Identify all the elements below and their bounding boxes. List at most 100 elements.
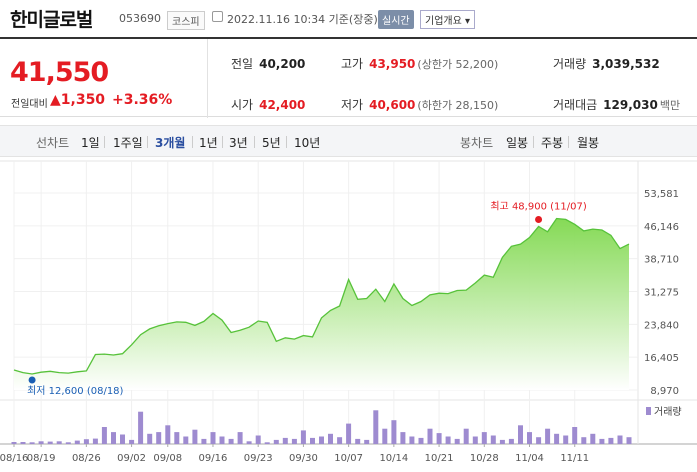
volume-bar (83, 439, 89, 444)
volume-bar (436, 433, 442, 444)
y-tick-label: 31,275 (644, 288, 679, 299)
volume-bar (518, 425, 523, 444)
volume-bar (626, 437, 632, 444)
volume-bar (527, 432, 532, 444)
volume-bar (481, 432, 487, 444)
calendar-icon (212, 11, 223, 22)
tab-1d[interactable]: 1일 (81, 136, 100, 150)
volume-bar (74, 440, 80, 444)
volume-bar (219, 436, 225, 444)
max-price-marker (535, 215, 543, 223)
volume-bar (391, 420, 397, 444)
volume-bar (445, 436, 451, 444)
volume-bar (490, 435, 496, 444)
volume-bar (11, 442, 17, 444)
volume-bar (572, 427, 578, 444)
day-high: 고가 43,950 (상한가 52,200) (341, 57, 499, 71)
x-tick-label: 11/04 (515, 453, 544, 464)
current-price-box: 41,550 전일대비 ▲1,350 +3.36% (0, 39, 208, 118)
max-price-label: 최고 48,900 (11/07) (490, 200, 586, 212)
x-tick-label: 11/11 (560, 453, 589, 464)
volume-legend-swatch (646, 407, 651, 415)
volume-bar (409, 436, 415, 444)
volume-bar (65, 442, 71, 444)
y-tick-label: 23,840 (644, 320, 679, 331)
tab-3m[interactable]: 3개월 (155, 136, 186, 150)
realtime-button[interactable]: 실시간 (378, 10, 414, 29)
volume-bar (427, 428, 433, 444)
volume-bar (147, 433, 153, 444)
volume-bars: 거래량 (11, 406, 682, 444)
x-tick-label: 09/23 (244, 453, 273, 464)
tab-daily-candle[interactable]: 일봉 (506, 136, 529, 150)
volume-bar (554, 433, 560, 444)
chart-tabs: 선차트 1일 1주일 3개월 1년 3년 5년 10년 봉차트 일봉 주봉 월봉 (0, 125, 697, 157)
candle-chart-label[interactable]: 봉차트 (460, 136, 494, 150)
volume-bar (508, 438, 514, 444)
volume-bar (319, 436, 324, 444)
tab-weekly-candle[interactable]: 주봉 (541, 136, 564, 150)
volume-bar (545, 428, 551, 444)
quote-panel: 41,550 전일대비 ▲1,350 +3.36% 전일 40,200 고가 43,… (0, 37, 697, 118)
price-change: ▲1,350 (50, 92, 106, 108)
trade-amount: 거래대금 129,030 백만 (553, 98, 681, 112)
volume-bar (382, 428, 388, 444)
line-chart-label[interactable]: 선차트 (36, 136, 70, 150)
volume-bar (581, 437, 587, 444)
volume-bar (273, 439, 279, 444)
volume-bar (246, 441, 252, 444)
min-price-marker (28, 376, 36, 384)
tab-1y[interactable]: 1년 (199, 136, 218, 150)
y-axis: 8,970 16,405 23,840 31,275 38,710 46,146 53,58… (644, 189, 679, 397)
price-change-pct: +3.36% (112, 92, 173, 108)
corp-info-dropdown[interactable]: 기업개요 ▾ (420, 10, 475, 29)
volume-bar (282, 437, 288, 444)
prev-close: 전일 40,200 (231, 57, 306, 71)
volume-bar (563, 435, 569, 444)
volume: 거래량 3,039,532 (553, 57, 660, 71)
x-tick-label: 10/07 (334, 453, 363, 464)
day-low: 저가 40,600 (하한가 28,150) (341, 98, 499, 112)
y-tick-label: 46,146 (644, 222, 679, 233)
chart-annotations: 최고 48,900 (11/07) 최저 12,600 (08/18) (27, 200, 587, 396)
volume-bar (599, 438, 605, 444)
change-label: 전일대비 (11, 99, 48, 110)
volume-bar (400, 432, 406, 444)
volume-bar (499, 439, 505, 444)
volume-bar (138, 411, 144, 444)
volume-bar (174, 432, 180, 444)
company-name: 한미글로벌 (10, 9, 93, 31)
stock-code: 053690 (119, 12, 161, 25)
tab-1w[interactable]: 1주일 (113, 136, 143, 150)
x-tick-label: 09/02 (117, 453, 146, 464)
tab-monthly-candle[interactable]: 월봉 (577, 136, 600, 150)
volume-bar (56, 441, 62, 444)
volume-bar (111, 432, 116, 444)
volume-bar (228, 438, 234, 444)
open-price: 시가 42,400 (231, 98, 306, 112)
volume-bar (183, 436, 189, 444)
volume-bar (20, 442, 26, 444)
volume-bar (29, 442, 35, 444)
volume-bar (264, 442, 270, 444)
tab-10y[interactable]: 10년 (294, 136, 321, 150)
min-price-label: 최저 12,600 (08/18) (27, 385, 123, 397)
price-area (14, 218, 629, 390)
price-line (13, 217, 630, 375)
x-tick-label: 09/30 (289, 453, 318, 464)
y-tick-label: 38,710 (644, 255, 679, 266)
volume-bar (617, 435, 623, 444)
volume-bar (373, 410, 379, 444)
volume-bar (590, 433, 596, 444)
volume-bar (38, 441, 44, 444)
tab-3y[interactable]: 3년 (229, 136, 248, 150)
current-price: 41,550 (10, 57, 109, 88)
volume-bar (328, 433, 333, 444)
price-chart: 8,970 16,405 23,840 31,275 38,710 46,146 53,58… (0, 160, 697, 464)
tab-5y[interactable]: 5년 (262, 136, 281, 150)
volume-bar (210, 432, 216, 444)
volume-bar (47, 441, 53, 444)
volume-bar (291, 438, 297, 444)
volume-bar (472, 436, 478, 444)
